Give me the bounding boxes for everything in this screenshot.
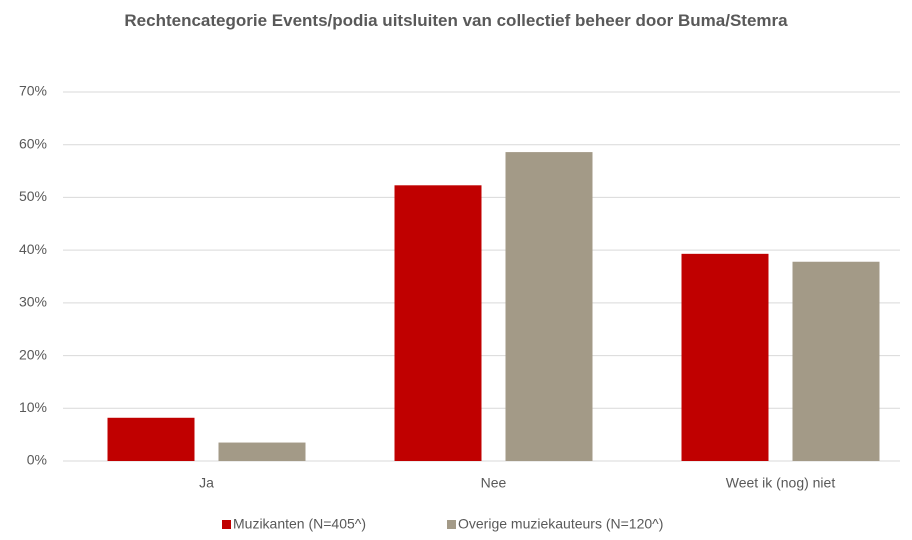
y-tick-label: 40%	[19, 241, 47, 257]
bar	[505, 152, 593, 461]
chart-title: Rechtencategorie Events/podia uitsluiten…	[124, 11, 788, 30]
bar	[394, 185, 482, 461]
y-tick-label: 30%	[19, 294, 47, 310]
legend-label: Overige muziekauteurs (N=120^)	[458, 516, 663, 532]
x-tick-label: Nee	[481, 475, 507, 491]
bar	[218, 442, 306, 461]
legend-swatch	[222, 520, 231, 529]
legend-label: Muzikanten (N=405^)	[233, 516, 366, 532]
x-tick-label: Weet ik (nog) niet	[726, 475, 836, 491]
bar	[792, 261, 880, 461]
y-tick-label: 10%	[19, 399, 47, 415]
y-tick-label: 0%	[27, 452, 47, 468]
bar	[681, 253, 769, 461]
x-tick-label: Ja	[199, 475, 214, 491]
y-tick-label: 60%	[19, 135, 47, 151]
y-tick-label: 70%	[19, 83, 47, 99]
y-tick-label: 50%	[19, 188, 47, 204]
bar	[107, 417, 195, 461]
legend-swatch	[447, 520, 456, 529]
y-tick-label: 20%	[19, 346, 47, 362]
